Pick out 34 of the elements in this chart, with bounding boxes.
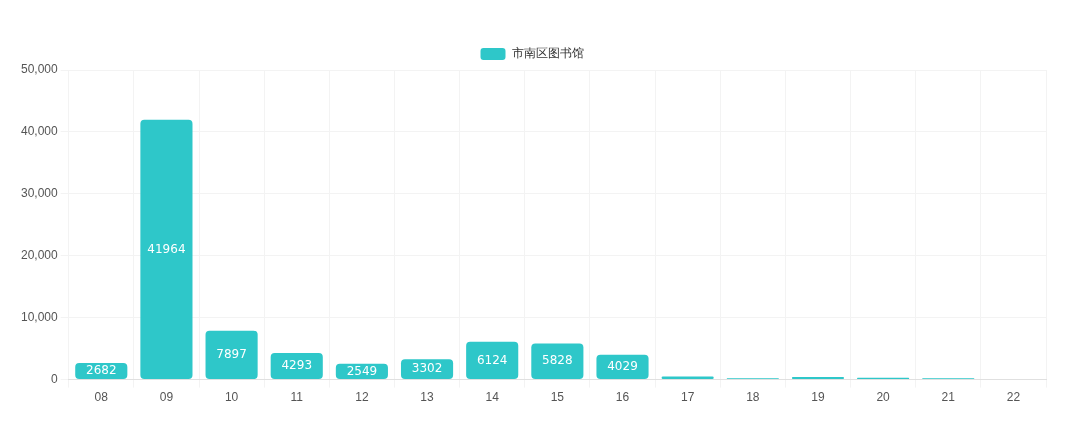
y-tick-label: 10,000	[21, 309, 59, 324]
data-label: 5828	[542, 353, 573, 368]
bar	[140, 119, 193, 380]
x-tick-label: 13	[420, 390, 435, 405]
x-tick-label: 15	[550, 390, 565, 405]
y-tick-label: 50,000	[21, 62, 59, 77]
x-tick-label: 14	[485, 390, 500, 405]
data-label: 2682	[86, 363, 117, 378]
data-label: 6124	[476, 352, 508, 367]
bar	[466, 341, 519, 380]
legend-label: 市南区图书馆	[511, 46, 584, 61]
y-tick-label: 40,000	[21, 124, 59, 139]
data-label: 2549	[346, 363, 378, 378]
x-tick-label: 09	[159, 390, 174, 405]
y-tick-label: 20,000	[21, 248, 59, 263]
data-label: 7897	[216, 347, 247, 362]
x-tick-label: 17	[680, 390, 695, 405]
x-tick-label: 08	[94, 390, 109, 405]
x-tick-label: 18	[746, 390, 760, 405]
data-label: 4293	[281, 358, 313, 373]
bar	[205, 330, 258, 380]
data-label: 3302	[411, 361, 443, 376]
x-tick-label: 22	[1006, 390, 1021, 405]
x-tick-label: 19	[811, 390, 825, 405]
x-tick-label: 21	[941, 390, 956, 405]
x-tick-label: 11	[290, 390, 304, 405]
x-tick-label: 16	[615, 390, 630, 405]
y-tick-label: 30,000	[21, 186, 59, 201]
x-tick-label: 20	[876, 390, 891, 405]
x-tick-label: 12	[355, 390, 369, 405]
data-label: 4029	[607, 359, 638, 373]
x-tick-label: 10	[224, 390, 239, 405]
y-tick-label: 0	[51, 371, 59, 386]
data-label: 41964	[147, 241, 186, 256]
